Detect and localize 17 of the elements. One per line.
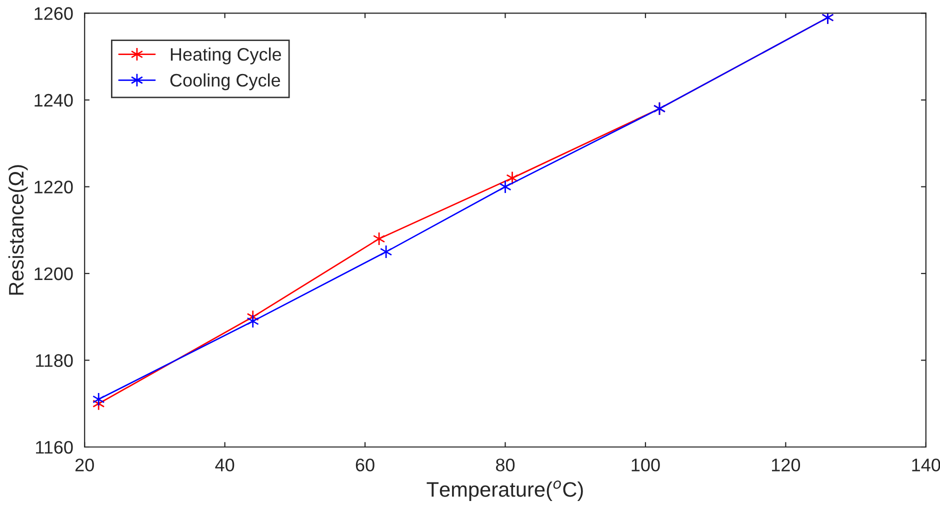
x-tick-label: 80: [496, 458, 515, 472]
legend-label: Cooling Cycle: [170, 73, 280, 90]
x-tick-label: 60: [356, 458, 374, 472]
x-tick-label: 100: [632, 458, 660, 472]
y-tick-label: 1180: [36, 354, 73, 367]
x-tick-label: 20: [75, 458, 94, 472]
x-tick-label: 140: [912, 458, 940, 472]
x-axis-title: Temperature($^{o}$C): [426, 480, 583, 501]
x-tick-label: 40: [215, 458, 234, 472]
y-axis-title: Resistance(Ω): [8, 165, 28, 295]
y-tick-label: 1240: [34, 94, 73, 107]
y-tick-label: 1160: [36, 440, 73, 454]
y-tick-label: 1200: [34, 267, 73, 280]
y-tick-label: 1220: [34, 180, 73, 194]
x-tick-label: 120: [772, 458, 800, 472]
legend-label: Heating Cycle: [170, 48, 282, 64]
y-tick-label: 1260: [34, 7, 73, 20]
